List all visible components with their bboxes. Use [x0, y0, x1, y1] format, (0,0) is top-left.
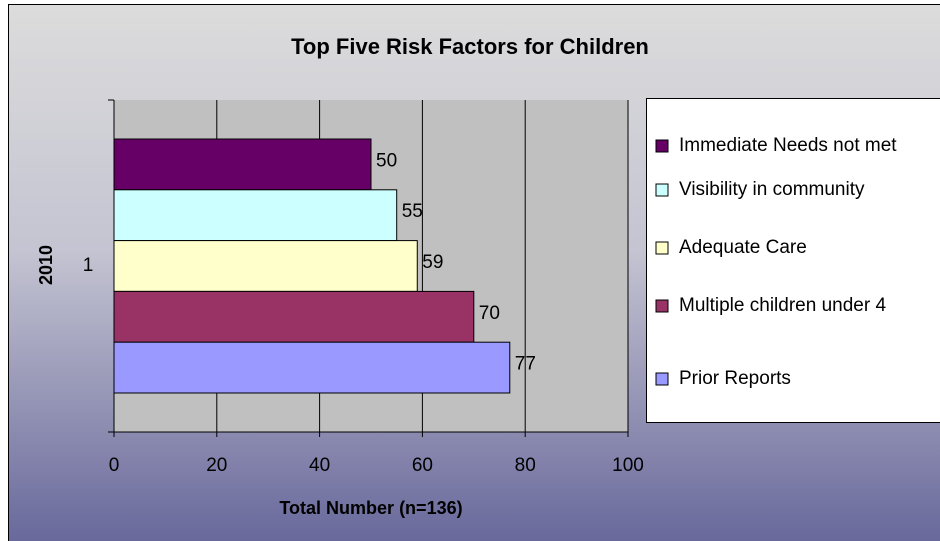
x-tick-label: 0	[109, 455, 120, 476]
legend-label: Immediate Needs not met	[679, 135, 897, 156]
x-tick-label: 60	[412, 455, 433, 476]
legend-label: Adequate Care	[679, 237, 807, 258]
legend-label: Multiple children under 4	[679, 295, 886, 316]
legend-swatch	[655, 139, 669, 153]
bar	[113, 138, 372, 191]
legend-swatch	[655, 241, 669, 255]
bar	[113, 341, 511, 394]
x-tick-label: 40	[309, 455, 330, 476]
legend-swatch	[655, 372, 669, 386]
x-tick-label: 20	[206, 455, 227, 476]
legend-swatch	[655, 183, 669, 197]
data-label: 70	[479, 303, 500, 324]
x-tick-label: 80	[515, 455, 536, 476]
y-tick-label: 1	[83, 255, 94, 276]
bar	[113, 290, 475, 343]
bar	[113, 189, 398, 242]
legend	[646, 98, 940, 423]
x-tick-label: 100	[612, 455, 644, 476]
bar	[113, 240, 418, 292]
x-axis-label: Total Number (n=136)	[279, 498, 462, 518]
y-axis-label: 2010	[36, 245, 56, 285]
legend-label: Visibility in community	[679, 179, 865, 200]
data-label: 50	[376, 150, 397, 171]
chart-title: Top Five Risk Factors for Children	[291, 34, 649, 59]
legend-label: Prior Reports	[679, 368, 791, 389]
legend-swatch	[655, 299, 669, 313]
data-label: 59	[422, 252, 443, 273]
data-label: 55	[402, 201, 423, 222]
data-label: 77	[515, 354, 536, 375]
